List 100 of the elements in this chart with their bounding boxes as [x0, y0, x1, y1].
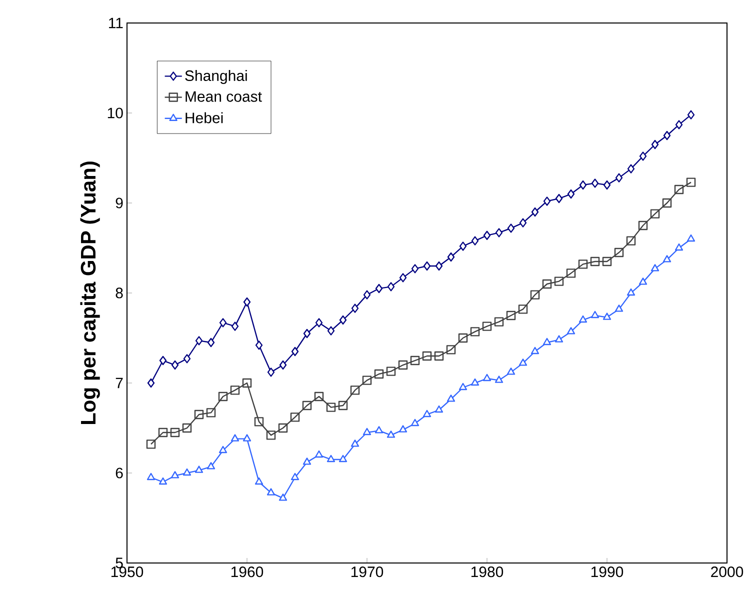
- x-tick-label: 1990: [591, 566, 624, 578]
- point: [507, 224, 515, 233]
- point: [279, 360, 287, 370]
- point: [386, 430, 396, 438]
- point: [627, 164, 635, 174]
- point: [146, 472, 156, 480]
- point: [663, 130, 671, 140]
- point: [207, 338, 215, 348]
- y-axis-title: Log per capita GDP (Yuan): [80, 162, 100, 424]
- point: [362, 428, 372, 436]
- point: [518, 304, 528, 314]
- point: [314, 392, 324, 402]
- legend-label: Shanghai: [185, 70, 247, 84]
- point: [686, 178, 696, 187]
- point: [254, 417, 264, 426]
- point: [194, 466, 204, 473]
- point: [542, 279, 552, 289]
- point: [650, 209, 660, 218]
- point: [591, 178, 599, 188]
- point: [386, 366, 396, 376]
- point: [291, 346, 299, 356]
- point: [638, 220, 648, 230]
- y-tick-label: 5: [116, 558, 123, 568]
- point: [614, 304, 624, 312]
- point: [351, 304, 359, 313]
- point: [579, 180, 587, 190]
- point: [446, 345, 456, 354]
- point: [327, 326, 335, 336]
- point: [650, 264, 660, 272]
- y-tick-label: 6: [116, 468, 123, 478]
- point: [146, 440, 156, 449]
- point: [147, 378, 155, 388]
- point: [590, 256, 600, 266]
- point: [531, 207, 539, 217]
- point: [278, 423, 288, 433]
- point: [194, 410, 204, 420]
- point: [662, 255, 672, 262]
- point: [350, 440, 360, 447]
- point: [471, 236, 479, 246]
- point: [387, 282, 395, 292]
- point: [578, 315, 588, 323]
- point: [434, 351, 444, 361]
- y-tick-label: 11: [109, 18, 123, 28]
- point: [242, 434, 252, 442]
- point: [206, 462, 216, 470]
- point: [458, 333, 468, 343]
- point: [374, 369, 384, 379]
- point: [638, 278, 648, 285]
- point: [566, 327, 576, 334]
- point: [182, 423, 192, 433]
- point: [470, 378, 480, 386]
- point: [495, 228, 503, 238]
- point: [459, 242, 467, 251]
- point: [350, 386, 360, 395]
- point: [206, 408, 216, 418]
- point: [567, 189, 575, 199]
- point: [675, 120, 683, 130]
- point: [410, 356, 420, 366]
- point: [651, 140, 659, 150]
- point: [447, 252, 455, 262]
- point: [519, 218, 527, 228]
- point: [266, 488, 276, 496]
- point: [302, 458, 312, 465]
- point: [482, 374, 492, 382]
- point: [170, 428, 180, 438]
- point: [339, 315, 347, 325]
- y-tick-label: 9: [116, 198, 123, 208]
- point: [302, 400, 312, 410]
- point: [543, 196, 551, 206]
- point: [590, 310, 600, 318]
- point: [662, 198, 672, 208]
- point: [183, 354, 191, 364]
- y-tick-label: 10: [108, 108, 123, 118]
- point: [615, 173, 623, 182]
- point: [578, 260, 588, 269]
- point: [530, 290, 540, 300]
- point: [435, 261, 443, 271]
- point: [411, 264, 419, 274]
- y-tick-label: 8: [116, 288, 123, 298]
- point: [326, 402, 336, 412]
- point: [218, 446, 228, 454]
- point: [158, 428, 168, 438]
- point: [482, 322, 492, 331]
- x-tick-label: 2000: [711, 566, 744, 578]
- point: [422, 351, 432, 361]
- point: [399, 273, 407, 282]
- point: [434, 405, 444, 413]
- point: [171, 360, 179, 370]
- point: [255, 340, 263, 350]
- y-tick-label: 7: [116, 378, 123, 388]
- point: [398, 360, 408, 370]
- point: [170, 471, 180, 478]
- point: [182, 468, 192, 476]
- point: [159, 356, 167, 366]
- point: [614, 248, 624, 258]
- point: [554, 335, 564, 342]
- legend-label: Hebei: [186, 112, 223, 124]
- point: [278, 494, 288, 501]
- point: [542, 338, 552, 346]
- point: [423, 261, 431, 271]
